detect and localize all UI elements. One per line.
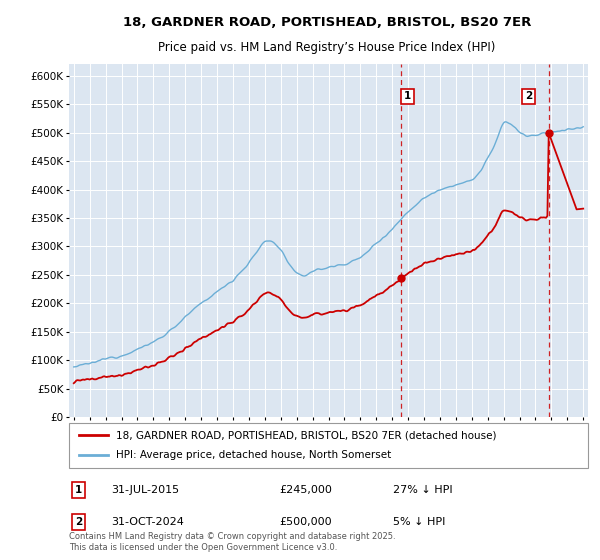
Text: 2: 2 <box>525 91 532 101</box>
Text: 18, GARDNER ROAD, PORTISHEAD, BRISTOL, BS20 7ER (detached house): 18, GARDNER ROAD, PORTISHEAD, BRISTOL, B… <box>116 430 496 440</box>
Text: 1: 1 <box>404 91 411 101</box>
Text: £500,000: £500,000 <box>279 517 332 527</box>
Text: 5% ↓ HPI: 5% ↓ HPI <box>393 517 445 527</box>
Text: 1: 1 <box>75 485 82 495</box>
Text: 31-JUL-2015: 31-JUL-2015 <box>111 485 179 495</box>
Text: 27% ↓ HPI: 27% ↓ HPI <box>393 485 452 495</box>
Text: £245,000: £245,000 <box>279 485 332 495</box>
Text: HPI: Average price, detached house, North Somerset: HPI: Average price, detached house, Nort… <box>116 450 391 460</box>
Text: 2: 2 <box>75 517 82 527</box>
FancyBboxPatch shape <box>69 423 588 468</box>
Text: 31-OCT-2024: 31-OCT-2024 <box>111 517 184 527</box>
Text: 18, GARDNER ROAD, PORTISHEAD, BRISTOL, BS20 7ER: 18, GARDNER ROAD, PORTISHEAD, BRISTOL, B… <box>123 16 531 29</box>
Text: Price paid vs. HM Land Registry’s House Price Index (HPI): Price paid vs. HM Land Registry’s House … <box>158 41 496 54</box>
Text: Contains HM Land Registry data © Crown copyright and database right 2025.
This d: Contains HM Land Registry data © Crown c… <box>69 532 395 552</box>
